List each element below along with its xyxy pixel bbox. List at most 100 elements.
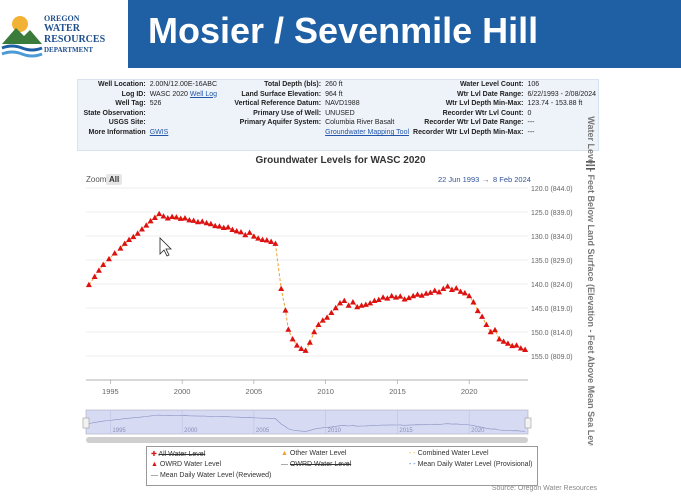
legend-item[interactable]: — Mean Daily Water Level (Reviewed) — [151, 472, 272, 479]
water-level-point — [509, 342, 516, 349]
range-start[interactable]: 22 Jun 1993 — [438, 175, 479, 184]
water-level-point — [138, 226, 145, 232]
x-tick-label: 2005 — [246, 387, 263, 396]
water-level-point — [358, 302, 365, 308]
water-level-point — [418, 292, 425, 298]
water-level-point — [457, 288, 464, 294]
water-level-point — [500, 338, 507, 344]
info-label: More Information — [88, 128, 146, 136]
water-level-point — [207, 220, 214, 227]
water-level-point — [345, 302, 352, 308]
well-info-panel: Well Location: 2.00N/12.00E-16ABC Total … — [77, 79, 599, 151]
logo-line-3: RESOURCES — [44, 34, 106, 45]
navigator-tick-label: 1995 — [112, 428, 126, 434]
range-end[interactable]: 8 Feb 2024 — [493, 175, 531, 184]
y-tick-label: 130.0 (834.0) — [531, 234, 573, 241]
water-level-point — [513, 342, 520, 348]
logo-line-4: DEPARTMENT — [44, 46, 94, 54]
water-level-point — [121, 240, 128, 246]
legend-item[interactable]: — OWRD Water Level — [281, 461, 352, 468]
info-label: Well Tag: — [115, 100, 146, 108]
chart-title: Groundwater Levels for WASC 2020 — [255, 155, 426, 166]
water-level-point — [332, 304, 339, 311]
water-level-point — [105, 255, 112, 262]
water-level-point — [414, 291, 421, 297]
water-level-point — [268, 238, 275, 244]
navigator-series-line — [88, 414, 526, 432]
water-level-point — [474, 307, 481, 314]
water-level-point — [233, 228, 240, 234]
navigator-left-handle[interactable] — [82, 417, 90, 429]
y-tick-label: 135.0 (829.0) — [531, 258, 573, 265]
y-tick-label: 120.0 (844.0) — [531, 186, 573, 193]
info-value: 106 — [527, 81, 540, 88]
water-level-point — [522, 346, 529, 352]
navigator-right-handle[interactable] — [524, 417, 532, 429]
water-level-point — [229, 226, 236, 232]
water-level-point — [479, 313, 486, 319]
water-level-point — [289, 336, 296, 342]
info-value: Groundwater Mapping Tool — [323, 128, 411, 138]
water-level-point — [375, 296, 382, 303]
slide-header: OREGON WATER RESOURCES DEPARTMENT Mosier… — [0, 0, 681, 68]
water-level-point — [302, 347, 309, 353]
x-tick-label: 2015 — [389, 387, 406, 396]
water-level-point — [436, 288, 443, 295]
water-level-point — [306, 339, 313, 345]
legend-item[interactable]: ▲ Other Water Level — [281, 450, 347, 457]
water-level-point — [487, 328, 494, 335]
legend-item[interactable]: - - Mean Daily Water Level (Provisional) — [409, 461, 533, 468]
zoom-all-button[interactable] — [106, 174, 122, 185]
zoom-label: Zoom — [86, 175, 107, 184]
well-log-link[interactable]: Well Log — [189, 90, 218, 98]
water-level-point — [444, 283, 451, 289]
x-tick-label: 2010 — [317, 387, 334, 396]
water-level-point — [453, 285, 460, 291]
water-level-point — [246, 229, 253, 235]
page-title: Mosier / Sevenmile Hill — [148, 10, 539, 51]
info-value: 6/22/1993 - 2/08/2024 — [527, 90, 596, 98]
water-level-point — [134, 230, 141, 236]
zoom-all-label: All — [109, 175, 119, 184]
chart-menu-icon[interactable] — [584, 160, 598, 172]
water-level-point — [255, 235, 262, 241]
y-axis-title: Water Level - Feet Below Land Surface (E… — [586, 116, 596, 446]
info-label: USGS Site: — [108, 119, 146, 127]
navigator-tick-label: 2020 — [471, 428, 485, 434]
info-value: 964 ft — [325, 90, 343, 98]
groundwater-mapping-tool-link[interactable]: Groundwater Mapping Tool — [325, 128, 410, 136]
y-tick-label: 155.0 (809.0) — [531, 354, 573, 361]
legend-item[interactable]: ✚ All Water Level — [151, 451, 206, 458]
navigator-selection[interactable] — [85, 409, 529, 435]
water-level-point — [263, 237, 270, 243]
info-label: Well Location: — [97, 81, 146, 88]
y-tick-label: 145.0 (819.0) — [531, 306, 573, 313]
info-value: 526 — [149, 100, 162, 108]
info-label: Land Surface Elevation: — [241, 90, 322, 98]
water-level-point — [212, 222, 219, 229]
info-value: NAVD1988 — [325, 100, 360, 108]
water-level-point — [216, 223, 223, 229]
water-level-point — [182, 215, 189, 221]
water-level-point — [143, 222, 150, 228]
legend-item[interactable]: - - Combined Water Level — [409, 450, 489, 457]
y-tick-label: 125.0 (839.0) — [531, 210, 573, 217]
water-level-point — [278, 285, 285, 291]
water-level-point — [85, 281, 92, 288]
navigator-scrollbar[interactable] — [86, 437, 528, 443]
water-level-point — [384, 295, 391, 301]
water-level-point — [388, 292, 395, 299]
gwis-link[interactable]: GWIS — [149, 128, 169, 136]
water-level-point — [380, 294, 387, 300]
water-level-point — [242, 231, 249, 238]
info-label: Vertical Reference Datum: — [234, 100, 322, 108]
legend-item[interactable]: ▲ OWRD Water Level — [151, 461, 222, 468]
groundwater-chart: Zoom All 22 Jun 1993 → 8 Feb 2024 120.0 … — [82, 116, 598, 446]
water-level-point — [298, 345, 305, 351]
water-level-point — [156, 210, 163, 217]
water-level-point — [237, 228, 244, 235]
navigator-ticks: 1995 2000 2005 2010 2015 2020 — [110, 410, 485, 434]
water-level-point — [504, 340, 511, 346]
water-level-point — [311, 328, 318, 335]
plot-area — [86, 188, 528, 358]
